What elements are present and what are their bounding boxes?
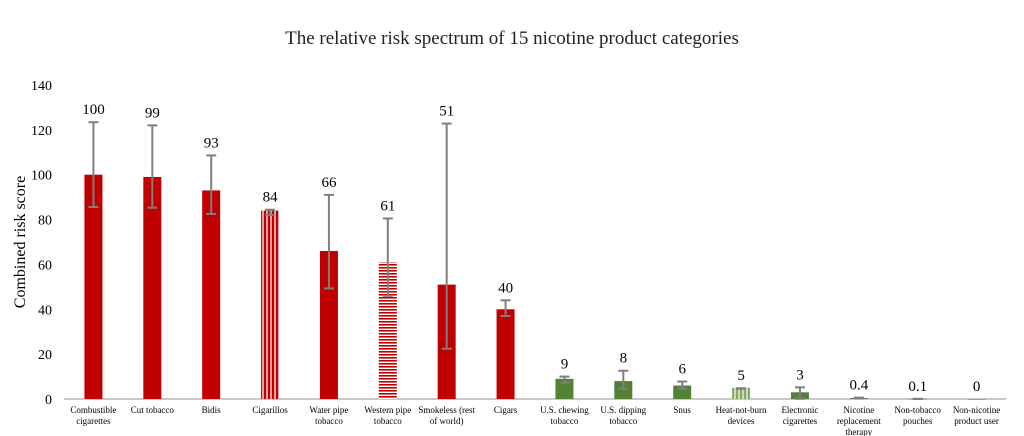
x-tick-label: replacement: [837, 416, 881, 426]
x-tick-label: Cut tobacco: [131, 405, 175, 415]
bar: [496, 309, 515, 399]
y-tick-label: 20: [38, 348, 52, 363]
bar: [555, 378, 574, 399]
x-tick-label: Non-tobacco: [894, 405, 941, 415]
y-axis-label: Combined risk score: [12, 176, 29, 308]
data-label: 9: [561, 357, 569, 373]
x-tick-label: tobacco: [550, 416, 578, 426]
y-tick-label: 120: [31, 124, 52, 139]
x-tick-label: therapy: [845, 427, 872, 436]
x-tick-label: cigarettes: [76, 416, 111, 426]
x-tick-label: Western pipe: [364, 405, 411, 415]
x-tick-label: U.S. chewing: [540, 405, 589, 415]
data-label: 8: [620, 351, 628, 367]
data-label: 100: [82, 102, 105, 118]
x-tick-label: of world): [430, 416, 464, 426]
y-tick-label: 100: [31, 169, 52, 184]
bar: [732, 387, 751, 399]
x-tick-label: tobacco: [609, 416, 637, 426]
x-tick-label: Bidis: [202, 405, 222, 415]
data-label: 51: [439, 104, 454, 120]
x-tick-label: product user: [954, 416, 999, 426]
data-label: 93: [204, 135, 219, 151]
x-tick-label: Combustible: [70, 405, 116, 415]
bar: [84, 174, 103, 399]
y-tick-label: 140: [31, 79, 52, 94]
data-label: 3: [796, 367, 804, 383]
x-tick-label: Heat-not-burn: [716, 405, 767, 415]
x-tick-label: Non-nicotine: [953, 405, 1001, 415]
data-label: 40: [498, 280, 513, 296]
x-tick-label: Water pipe: [309, 405, 348, 415]
data-label: 84: [263, 190, 279, 206]
y-tick-label: 0: [45, 393, 52, 408]
bar: [261, 210, 280, 399]
x-tick-label: pouches: [903, 416, 933, 426]
bar: [143, 176, 162, 399]
x-tick-label: Smokeless (rest: [418, 405, 475, 415]
bar: [967, 399, 986, 400]
x-tick-label: cigarettes: [783, 416, 818, 426]
x-tick-label: Cigars: [494, 405, 518, 415]
y-tick-label: 40: [38, 303, 52, 318]
x-tick-label: Cigarillos: [252, 405, 288, 415]
data-label: 0.1: [908, 379, 927, 395]
x-tick-label: Electronic: [781, 405, 818, 415]
x-tick-label: U.S. dipping: [600, 405, 646, 415]
x-tick-label: tobacco: [315, 416, 343, 426]
x-tick-label: tobacco: [374, 416, 402, 426]
data-label: 66: [321, 175, 337, 191]
data-label: 99: [145, 105, 160, 121]
data-label: 61: [380, 198, 395, 214]
data-label: 5: [737, 368, 745, 384]
x-tick-label: Snus: [673, 405, 691, 415]
data-label: 6: [678, 362, 686, 378]
chart-title: The relative risk spectrum of 15 nicotin…: [285, 28, 739, 49]
y-tick-label: 60: [38, 258, 52, 273]
bar: [202, 190, 221, 399]
data-label: 0.4: [849, 378, 868, 394]
y-tick-label: 80: [38, 214, 52, 229]
x-tick-label: devices: [728, 416, 755, 426]
data-label: 0: [973, 379, 981, 395]
bar: [614, 381, 633, 399]
x-tick-label: Nicotine: [843, 405, 874, 415]
